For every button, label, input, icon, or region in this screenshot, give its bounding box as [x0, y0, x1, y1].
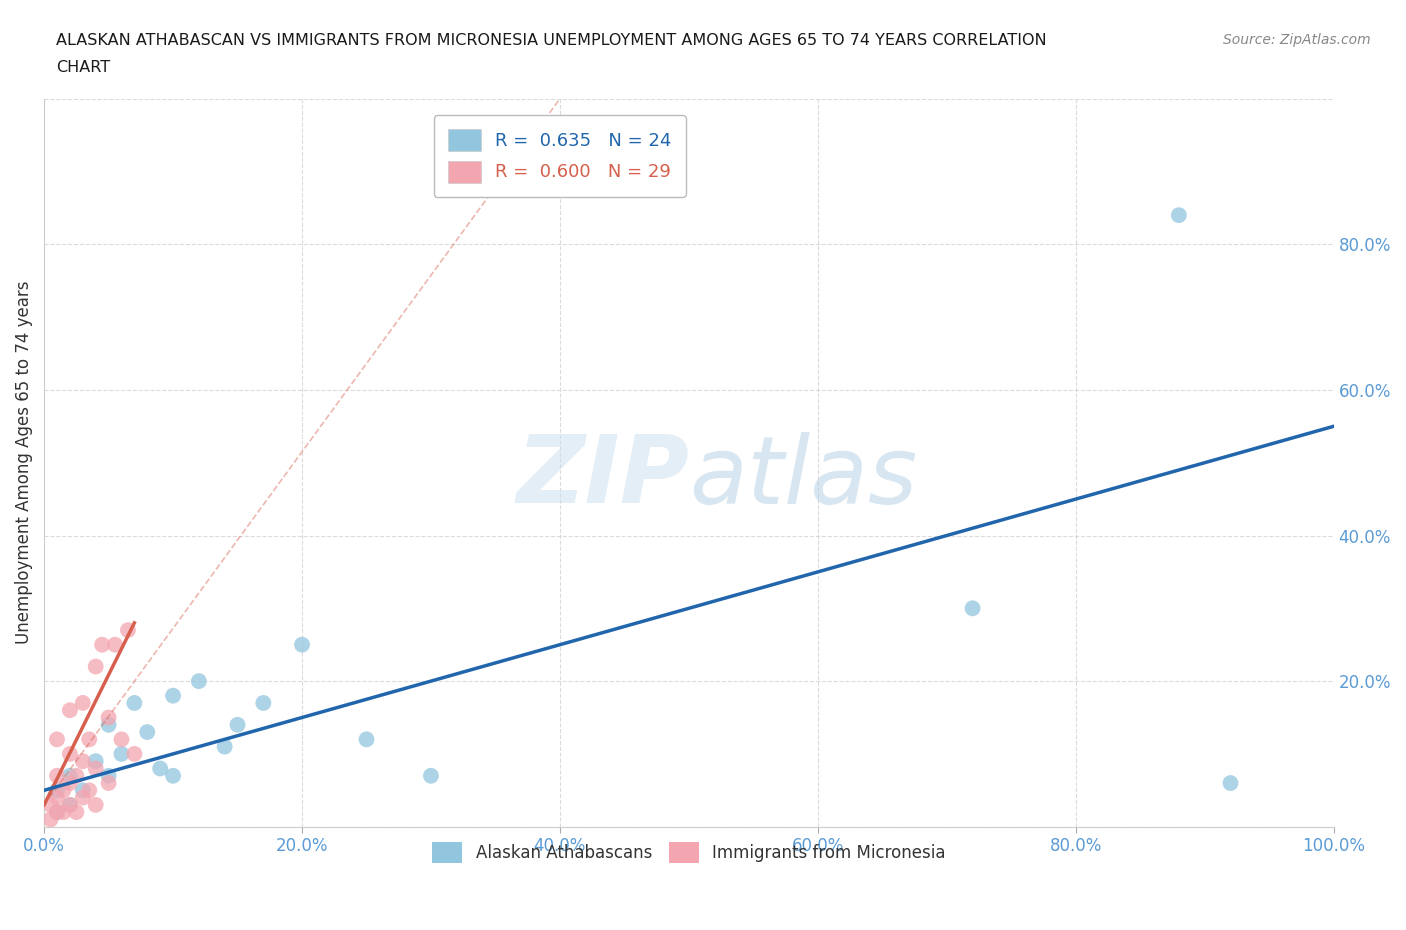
Point	[1167, 207, 1189, 222]
Text: CHART: CHART	[56, 60, 110, 75]
Point	[72, 790, 94, 805]
Point	[84, 797, 107, 812]
Point	[149, 761, 172, 776]
Point	[65, 768, 87, 783]
Point	[59, 747, 82, 762]
Point	[52, 804, 75, 819]
Point	[1219, 776, 1241, 790]
Point	[39, 812, 62, 827]
Point	[84, 753, 107, 768]
Point	[39, 797, 62, 812]
Point	[72, 753, 94, 768]
Point	[52, 783, 75, 798]
Point	[84, 659, 107, 674]
Point	[291, 637, 314, 652]
Point	[46, 804, 69, 819]
Point	[91, 637, 114, 652]
Point	[72, 783, 94, 798]
Point	[46, 804, 69, 819]
Point	[84, 761, 107, 776]
Point	[97, 768, 120, 783]
Point	[356, 732, 378, 747]
Text: atlas: atlas	[689, 432, 917, 523]
Point	[59, 797, 82, 812]
Point	[420, 768, 443, 783]
Point	[110, 732, 132, 747]
Point	[77, 732, 100, 747]
Point	[77, 783, 100, 798]
Point	[97, 776, 120, 790]
Point	[46, 783, 69, 798]
Point	[226, 717, 249, 732]
Point	[97, 717, 120, 732]
Point	[46, 768, 69, 783]
Point	[117, 623, 139, 638]
Point	[104, 637, 127, 652]
Point	[124, 747, 146, 762]
Y-axis label: Unemployment Among Ages 65 to 74 years: Unemployment Among Ages 65 to 74 years	[15, 281, 32, 644]
Text: Source: ZipAtlas.com: Source: ZipAtlas.com	[1223, 33, 1371, 46]
Point	[252, 696, 274, 711]
Point	[65, 804, 87, 819]
Point	[162, 768, 184, 783]
Point	[59, 703, 82, 718]
Text: ALASKAN ATHABASCAN VS IMMIGRANTS FROM MICRONESIA UNEMPLOYMENT AMONG AGES 65 TO 7: ALASKAN ATHABASCAN VS IMMIGRANTS FROM MI…	[56, 33, 1047, 47]
Point	[59, 776, 82, 790]
Point	[214, 739, 236, 754]
Point	[46, 790, 69, 805]
Point	[136, 724, 159, 739]
Legend: Alaskan Athabascans, Immigrants from Micronesia: Alaskan Athabascans, Immigrants from Mic…	[426, 836, 952, 870]
Point	[962, 601, 984, 616]
Point	[72, 696, 94, 711]
Point	[46, 732, 69, 747]
Point	[124, 696, 146, 711]
Point	[162, 688, 184, 703]
Point	[59, 768, 82, 783]
Point	[187, 673, 209, 688]
Point	[110, 747, 132, 762]
Point	[97, 711, 120, 725]
Text: ZIP: ZIP	[516, 432, 689, 524]
Point	[59, 797, 82, 812]
